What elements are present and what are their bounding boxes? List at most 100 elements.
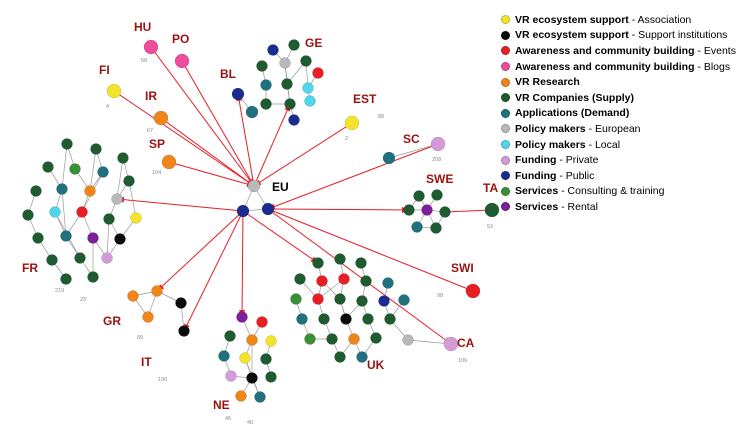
legend-label: Policy makers - Local	[515, 138, 621, 151]
edge-weight-label: 106	[458, 358, 467, 364]
network-node-ca0	[443, 336, 459, 352]
red-spoke-edge	[253, 122, 353, 187]
red-spoke-edge	[160, 117, 255, 187]
network-node-sp0	[161, 154, 177, 170]
edge-weight-label: 219	[55, 288, 64, 294]
gray-cluster-edge	[105, 218, 110, 259]
network-node-hu0	[143, 39, 159, 55]
red-spoke-edge	[253, 103, 291, 187]
network-node-fi0	[106, 83, 122, 99]
network-node-fr14	[103, 213, 115, 225]
legend-item: VR ecosystem support - Association	[501, 12, 739, 28]
network-node-fr16	[32, 232, 44, 244]
legend-item: Awareness and community building - Event…	[501, 43, 739, 59]
legend-color-dot	[501, 202, 510, 212]
red-spoke-edge	[150, 46, 255, 187]
network-node-ge7	[281, 78, 293, 90]
network-node-uk25	[402, 334, 414, 346]
legend-color-dot	[501, 155, 510, 165]
network-node-swe1	[431, 189, 443, 201]
gray-cluster-edge	[407, 339, 452, 346]
network-node-ne11	[235, 390, 247, 402]
legend-color-dot	[501, 171, 510, 181]
network-node-ge4	[300, 55, 312, 67]
country-label-swe: SWE	[426, 172, 453, 186]
network-node-ge12	[288, 114, 300, 126]
network-node-eu_g	[247, 179, 261, 193]
network-node-uk13	[398, 294, 410, 306]
legend-label: Applications (Demand)	[515, 107, 630, 120]
country-label-hu: HU	[134, 20, 151, 34]
network-node-ge8	[302, 82, 314, 94]
country-label-swi: SWI	[451, 261, 474, 275]
network-node-fr17	[60, 230, 72, 242]
legend-label: Funding - Private	[515, 154, 599, 167]
network-node-fr18	[87, 232, 99, 244]
network-node-uk7	[382, 277, 394, 289]
network-node-fr4	[69, 163, 81, 175]
red-spoke-edge	[236, 93, 255, 187]
network-node-ge3	[279, 57, 291, 69]
gray-cluster-edge	[60, 143, 68, 190]
legend-item: Policy makers - European	[501, 121, 739, 137]
edges-layer	[27, 44, 493, 398]
network-node-ne12	[254, 391, 266, 403]
network-node-ge1	[267, 44, 279, 56]
network-node-fr22	[101, 252, 113, 264]
legend-item: Applications (Demand)	[501, 106, 739, 122]
legend-item: Awareness and community building - Blogs	[501, 59, 739, 75]
network-node-uk8	[290, 293, 302, 305]
edge-weight-label: 23	[80, 297, 86, 303]
network-node-ne2	[224, 330, 236, 342]
legend-color-dot	[501, 124, 510, 134]
network-node-bl1	[245, 105, 259, 119]
network-node-uk17	[362, 313, 374, 325]
legend-label: VR Companies (Supply)	[515, 91, 635, 104]
network-node-fr13	[76, 206, 88, 218]
country-label-sp: SP	[149, 137, 165, 151]
network-node-uk3	[294, 273, 306, 285]
country-label-bl: BL	[220, 67, 236, 81]
network-node-uk2	[355, 257, 367, 269]
network-node-uk20	[326, 333, 338, 345]
network-node-fr20	[46, 254, 58, 266]
network-node-fr9	[84, 185, 96, 197]
red-spoke-edge	[444, 207, 493, 214]
network-node-bl0	[231, 87, 245, 101]
network-node-ge5	[312, 67, 324, 79]
network-node-ne7	[260, 353, 272, 365]
network-node-ne3	[246, 334, 258, 346]
network-node-uk22	[370, 332, 382, 344]
network-node-uk6	[360, 275, 372, 287]
country-label-est: EST	[353, 92, 377, 106]
network-node-fr6	[123, 175, 135, 187]
network-node-uk0	[312, 257, 324, 269]
legend-label: VR ecosystem support - Association	[515, 13, 692, 26]
country-label-po: PO	[172, 32, 189, 46]
edge-weight-label: 67	[147, 128, 153, 134]
edge-weight-label: 208	[432, 157, 441, 163]
network-node-ge9	[260, 98, 272, 110]
network-node-uk24	[356, 351, 368, 363]
country-label-ca: CA	[457, 336, 475, 350]
network-node-fr19	[114, 233, 126, 245]
legend-item: Policy makers - Local	[501, 137, 739, 153]
network-node-ne5	[218, 350, 230, 362]
legend-label: VR Research	[515, 76, 580, 89]
country-label-fr: FR	[22, 261, 38, 275]
network-node-ge2	[256, 60, 268, 72]
eu-center-label: EU	[272, 180, 289, 194]
gray-cluster-edge	[388, 143, 439, 159]
edge-weight-label: 88	[378, 114, 384, 120]
network-node-uk12	[378, 295, 390, 307]
legend-item: Funding - Private	[501, 152, 739, 168]
network-node-uk1	[334, 253, 346, 265]
network-node-po0	[174, 53, 190, 69]
network-node-fr2	[117, 152, 129, 164]
legend-item: Funding - Public	[501, 168, 739, 184]
network-node-uk15	[318, 313, 330, 325]
legend-item: Services - Rental	[501, 199, 739, 215]
network-node-ge6	[260, 79, 272, 91]
